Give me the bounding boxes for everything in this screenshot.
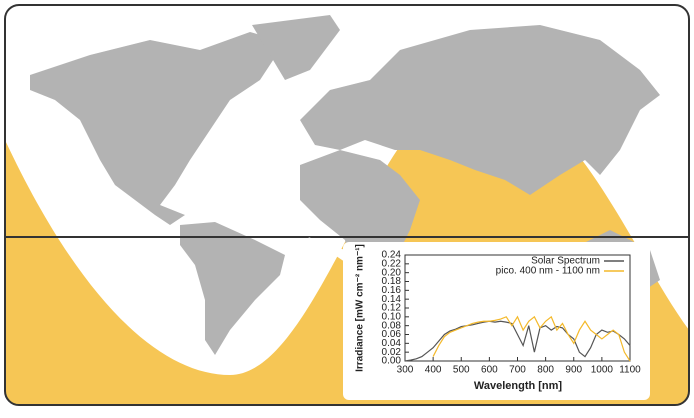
legend-label: Solar Spectrum <box>531 256 600 267</box>
x-tick-label: 400 <box>425 365 442 376</box>
eurasia <box>300 25 660 195</box>
y-tick-label: 0.24 <box>382 250 402 261</box>
x-tick-label: 700 <box>509 365 526 376</box>
y-tick-label: 0.10 <box>382 311 402 322</box>
greenland <box>252 15 340 80</box>
map <box>5 5 689 405</box>
y-tick-label: 0.16 <box>382 285 402 296</box>
y-tick-label: 0.06 <box>382 329 402 340</box>
x-tick-label: 900 <box>565 365 582 376</box>
south-america <box>180 222 285 355</box>
x-tick-label: 300 <box>397 365 414 376</box>
x-tick-label: 600 <box>481 365 498 376</box>
y-tick-label: 0.02 <box>382 347 402 358</box>
y-axis-label: Irradiance [mW cm⁻² nm⁻¹] <box>355 244 366 372</box>
x-axis-label: Wavelength [nm] <box>474 380 563 392</box>
inset-chart: Wavelength [nm] Irradiance [mW cm⁻² nm⁻¹… <box>355 244 642 392</box>
y-tick-label: 0.08 <box>382 320 402 331</box>
y-tick-label: 0.12 <box>382 303 402 314</box>
x-tick-label: 800 <box>537 365 554 376</box>
x-tick-label: 1100 <box>619 365 641 376</box>
frame <box>4 4 690 406</box>
y-tick-label: 0.18 <box>382 276 402 287</box>
y-tick-label: 0.04 <box>382 338 402 349</box>
y-tick-label: 0.20 <box>382 267 402 278</box>
legend-label: pico. 400 nm - 1100 nm <box>496 266 600 277</box>
series-line <box>432 315 631 362</box>
y-tick-label: 0.00 <box>382 356 402 367</box>
series-line <box>404 320 631 362</box>
north-america <box>30 32 285 225</box>
y-tick-label: 0.22 <box>382 258 402 269</box>
x-tick-label: 500 <box>453 365 470 376</box>
x-tick-label: 1000 <box>591 365 614 376</box>
pointer <box>308 237 345 262</box>
y-tick-label: 0.14 <box>382 294 402 305</box>
